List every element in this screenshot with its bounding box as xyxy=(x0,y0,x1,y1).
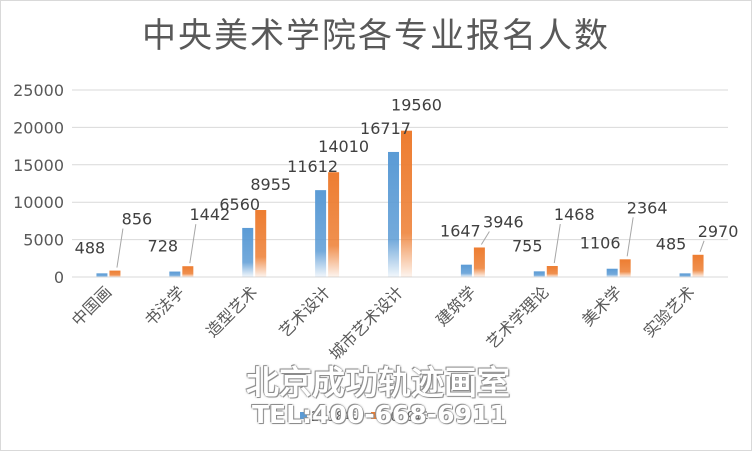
data-label-2018: 755 xyxy=(512,236,543,255)
data-label-2019: 3946 xyxy=(483,212,524,231)
bar-2019 xyxy=(619,259,631,277)
bar-2019 xyxy=(109,270,121,277)
bar-2019 xyxy=(546,266,558,277)
leader-line xyxy=(116,228,124,268)
x-tick-label: 书法学 xyxy=(141,282,188,329)
y-tick-label: 15000 xyxy=(13,156,64,175)
x-tick-label: 中国画 xyxy=(68,282,115,329)
leader-line xyxy=(553,223,561,264)
x-tick-label: 艺术学理论 xyxy=(483,282,553,352)
data-label-2018: 728 xyxy=(148,237,179,256)
y-tick-label: 10000 xyxy=(13,193,64,212)
y-tick-label: 25000 xyxy=(13,81,64,100)
legend-label-2018: 2018年 xyxy=(311,410,358,425)
bar-2019 xyxy=(473,247,485,277)
bar-2018 xyxy=(96,273,108,277)
data-label-2019: 1468 xyxy=(554,205,595,224)
chart-title: 中央美术学院各专业报名人数 xyxy=(142,16,610,56)
x-tick-label: 建筑学 xyxy=(432,282,479,329)
y-tick-label: 20000 xyxy=(13,118,64,137)
bar-2018 xyxy=(606,268,618,277)
data-label-2018: 11612 xyxy=(287,157,338,176)
bar-2019 xyxy=(182,266,194,277)
x-tick-label: 实验艺术 xyxy=(640,282,699,341)
data-label-2018: 1647 xyxy=(440,222,481,241)
data-label-2018: 6560 xyxy=(219,195,260,214)
watermark-studio-name: 北京成功轨迹画室 xyxy=(246,363,510,402)
data-label-2019: 2970 xyxy=(698,222,739,241)
data-label-2019: 8955 xyxy=(250,175,291,194)
bar-2019 xyxy=(255,210,267,277)
x-tick-label: 城市艺术设计 xyxy=(326,282,407,363)
leader-line xyxy=(626,217,634,257)
x-tick-label: 艺术设计 xyxy=(275,282,334,341)
data-label-2019: 856 xyxy=(122,210,153,229)
y-tick-label: 5000 xyxy=(23,231,64,250)
bar-2018 xyxy=(169,271,181,277)
bar-2019 xyxy=(692,254,704,277)
legend-label-2019: 2019年 xyxy=(382,410,429,425)
bar-2018 xyxy=(679,273,691,277)
x-tick-label: 美术学 xyxy=(578,282,625,329)
watermark-tel: TEL:400-668-6911 xyxy=(252,400,507,429)
bar-2018 xyxy=(533,271,545,277)
legend: 2018年 2019年 xyxy=(300,406,428,425)
legend-swatch-2019 xyxy=(371,412,379,419)
leader-line xyxy=(189,224,197,264)
data-label-2018: 1106 xyxy=(580,234,621,253)
legend-swatch-2018 xyxy=(300,412,307,419)
leader-line xyxy=(699,240,705,252)
bar-2019 xyxy=(328,172,340,277)
bar-2018 xyxy=(242,227,254,277)
data-label-2019: 2364 xyxy=(627,198,668,217)
bar-2018 xyxy=(460,264,472,277)
bar-2018 xyxy=(315,190,327,277)
y-tick-label: 0 xyxy=(54,268,64,287)
data-label-2019: 14010 xyxy=(318,137,369,156)
bar-2019 xyxy=(401,130,412,277)
data-label-2018: 485 xyxy=(656,234,687,253)
data-label-2019: 19560 xyxy=(391,96,442,115)
data-label-2019: 1442 xyxy=(189,205,230,224)
data-label-2018: 16717 xyxy=(360,119,411,138)
data-label-2018: 488 xyxy=(75,238,106,257)
leader-line xyxy=(480,231,490,245)
x-tick-label: 造型艺术 xyxy=(202,282,261,341)
bar-2018 xyxy=(388,151,399,277)
